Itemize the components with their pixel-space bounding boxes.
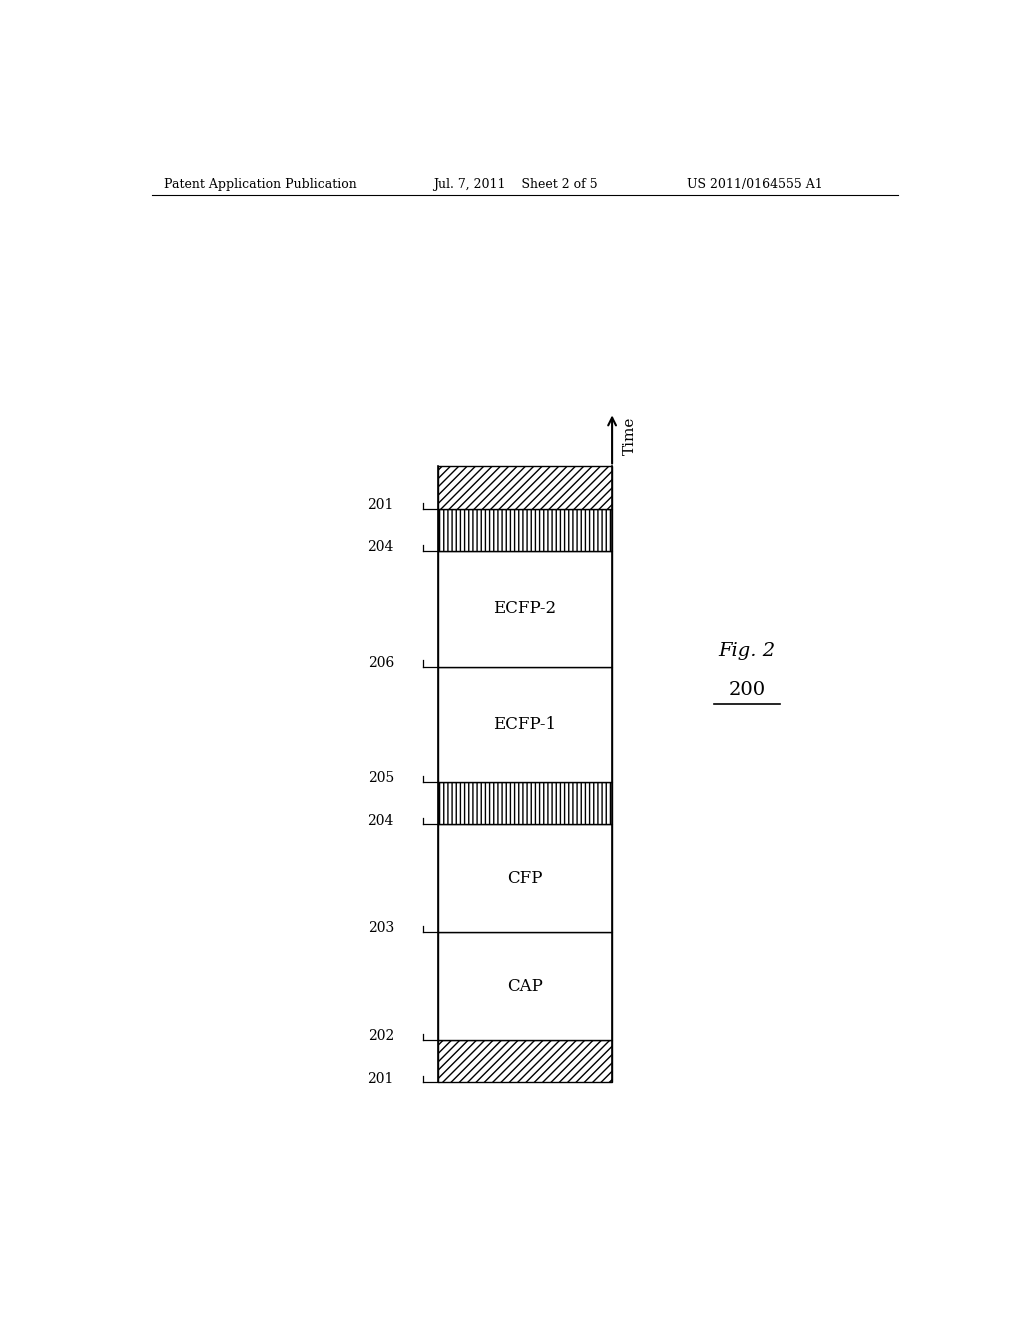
Text: ECFP-2: ECFP-2 [494,601,556,618]
Text: US 2011/0164555 A1: US 2011/0164555 A1 [687,178,823,190]
Text: Patent Application Publication: Patent Application Publication [164,178,356,190]
Text: CAP: CAP [507,978,543,995]
FancyBboxPatch shape [437,932,612,1040]
Text: Fig. 2: Fig. 2 [719,643,775,660]
Text: 206: 206 [368,656,394,669]
Text: 200: 200 [728,681,766,698]
Text: 204: 204 [368,540,394,554]
FancyBboxPatch shape [437,1040,612,1082]
Text: 203: 203 [368,921,394,936]
FancyBboxPatch shape [437,466,612,508]
Text: Time: Time [623,416,637,454]
Text: 205: 205 [368,771,394,785]
Text: 202: 202 [368,1030,394,1043]
Text: 201: 201 [368,498,394,512]
Text: 201: 201 [368,1072,394,1085]
FancyBboxPatch shape [437,667,612,781]
Text: Jul. 7, 2011    Sheet 2 of 5: Jul. 7, 2011 Sheet 2 of 5 [433,178,598,190]
FancyBboxPatch shape [437,781,612,825]
FancyBboxPatch shape [437,552,612,667]
FancyBboxPatch shape [437,508,612,552]
Text: ECFP-1: ECFP-1 [494,715,556,733]
Text: CFP: CFP [507,870,543,887]
FancyBboxPatch shape [437,825,612,932]
Text: 204: 204 [368,813,394,828]
